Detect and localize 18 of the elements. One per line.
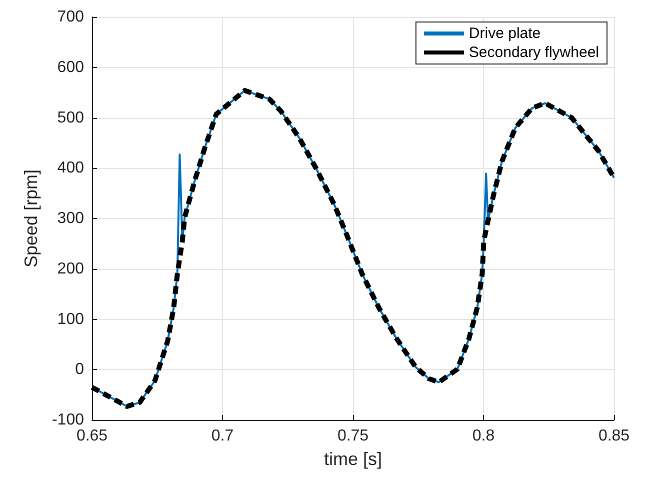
y-tick-label: 500 [57,109,84,126]
x-tick-label: 0.75 [337,428,369,444]
y-tick-label: 200 [57,260,84,278]
y-tick-label: 100 [57,310,84,328]
x-tick-label: 0.65 [76,428,108,444]
x-tick-label: 0.8 [472,428,495,444]
y-tick-label: 400 [57,160,84,177]
y-tick-label: 700 [57,8,84,26]
x-tick-label: 0.85 [598,428,630,444]
y-tick-label: 600 [57,58,84,76]
legend-label: Secondary flywheel [468,44,600,61]
y-tick-label: 0 [75,361,84,378]
x-axis-title: time [s] [324,449,382,469]
y-axis-title: Speed [rpm] [21,169,41,268]
legend-label: Drive plate [468,25,541,42]
y-tick-label: -100 [52,412,84,428]
y-tick-label: 300 [57,210,84,227]
x-tick-label: 0.7 [211,428,234,444]
